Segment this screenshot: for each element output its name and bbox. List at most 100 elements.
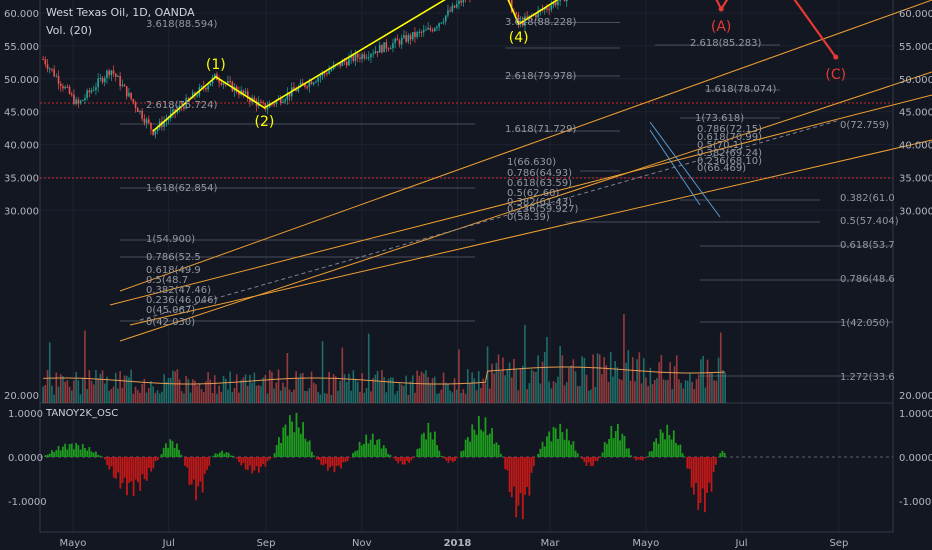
osc-bar xyxy=(528,457,531,496)
osc-bar xyxy=(436,445,439,457)
osc-bar xyxy=(145,457,148,481)
volume-bar xyxy=(367,333,370,403)
channel-line xyxy=(109,94,932,306)
fib-label: 0(72.759) xyxy=(840,120,889,131)
candle-body xyxy=(389,48,392,50)
fib-label: 0.786(48.6 xyxy=(840,274,895,285)
osc-bar xyxy=(173,448,176,457)
osc-bar xyxy=(657,443,660,457)
candle-body xyxy=(343,60,346,62)
volume-bar xyxy=(235,374,238,403)
osc-bar xyxy=(156,457,159,461)
volume-bar xyxy=(194,380,196,403)
volume-bar xyxy=(220,391,223,403)
osc-bar xyxy=(440,455,443,457)
osc-bar xyxy=(466,437,469,457)
candle-body xyxy=(48,68,51,70)
y-tick-label-left: 40.000 xyxy=(4,141,39,152)
candle-body xyxy=(163,121,165,127)
osc-bar xyxy=(169,439,172,457)
osc-bar xyxy=(188,457,191,486)
volume-bar xyxy=(495,362,498,403)
candle-body xyxy=(521,20,524,26)
volume-bar xyxy=(240,380,242,403)
volume-bar xyxy=(724,373,726,403)
osc-bar xyxy=(376,439,379,457)
y-tick-label-left: 20.000 xyxy=(4,391,39,402)
volume-bar xyxy=(400,384,403,403)
candle-body xyxy=(374,51,377,54)
osc-bar xyxy=(110,457,113,467)
osc-bar xyxy=(244,457,247,470)
fib-label: 0.382(47.46) xyxy=(146,285,211,296)
volume-bar xyxy=(112,386,115,403)
volume-bar xyxy=(385,392,388,403)
volume-bar xyxy=(482,378,484,403)
volume-bar xyxy=(504,375,506,403)
candle-body xyxy=(383,42,385,53)
volume-bar xyxy=(656,378,658,403)
volume-bar xyxy=(616,367,619,403)
candle-body xyxy=(262,102,264,104)
volume-bar xyxy=(350,390,352,403)
candle-body xyxy=(229,80,231,82)
osc-bar xyxy=(348,457,351,458)
volume-bar xyxy=(200,389,203,403)
volume-bar xyxy=(563,385,566,403)
osc-bar xyxy=(449,457,452,461)
volume-bar xyxy=(128,377,130,403)
candle-body xyxy=(403,35,405,38)
symbol-title: West Texas Oil, 1D, OANDA xyxy=(46,6,195,19)
candle-body xyxy=(288,92,291,97)
volume-bar xyxy=(614,361,616,403)
candle-body xyxy=(323,72,326,74)
candle-body xyxy=(535,14,537,18)
volume-bar xyxy=(145,392,148,403)
candle-body xyxy=(339,62,341,66)
volume-bar xyxy=(53,394,55,403)
candle-body xyxy=(381,45,383,53)
osc-bar xyxy=(320,457,323,465)
fib-label: 3.618(88.228) xyxy=(505,17,577,28)
osc-bar xyxy=(212,455,215,457)
osc-bar xyxy=(380,448,383,457)
volume-bar xyxy=(475,390,478,403)
volume-bar xyxy=(365,387,368,403)
osc-bar xyxy=(401,457,404,465)
osc-bar xyxy=(134,457,137,480)
volume-bar xyxy=(330,394,333,403)
volume-bar xyxy=(491,363,493,403)
y-tick-label-right: 50.000 xyxy=(899,75,932,86)
volume-bar xyxy=(51,385,53,403)
volume-bar xyxy=(242,377,245,403)
osc-bar xyxy=(565,428,568,457)
osc-bar xyxy=(119,457,122,489)
candle-body xyxy=(108,70,110,76)
osc-bar xyxy=(53,452,56,457)
osc-bar xyxy=(64,443,67,457)
candle-body xyxy=(77,99,80,104)
osc-bar xyxy=(46,454,49,457)
osc-bar xyxy=(240,457,243,466)
channel-line xyxy=(129,139,932,326)
osc-bar xyxy=(313,455,315,457)
candle-body xyxy=(407,35,410,42)
osc-bar xyxy=(568,440,570,457)
osc-bar xyxy=(703,457,706,513)
volume-bar xyxy=(469,383,471,403)
volume-bar xyxy=(132,393,135,403)
candle-body xyxy=(114,73,117,77)
osc-bar xyxy=(70,443,73,457)
volume-bar xyxy=(620,380,623,403)
osc-bar xyxy=(469,441,471,457)
volume-bar xyxy=(675,355,678,403)
volume-bar xyxy=(587,390,590,403)
osc-bar xyxy=(367,443,370,457)
volume-bar xyxy=(176,369,179,403)
osc-bar xyxy=(164,443,167,457)
volume-bar xyxy=(607,381,610,403)
osc-bar xyxy=(480,429,482,457)
volume-bar xyxy=(642,358,645,403)
osc-bar xyxy=(484,417,487,457)
